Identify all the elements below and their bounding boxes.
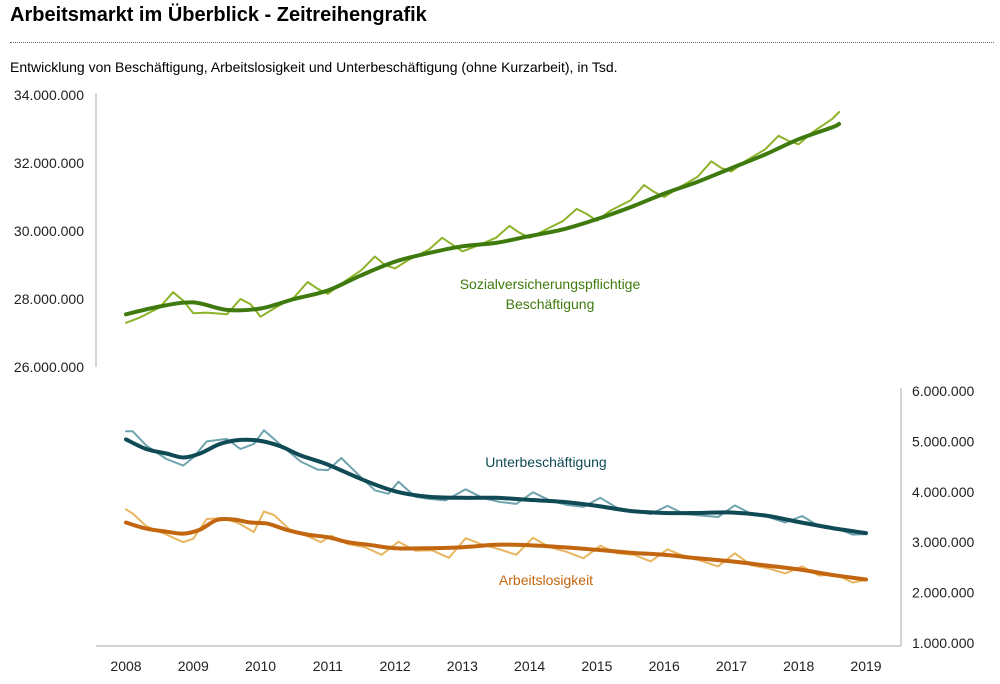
unemployment-series-label: Arbeitslosigkeit	[499, 572, 593, 588]
bottom-y-tick-label: 2.000.000	[912, 585, 974, 601]
x-tick-label: 2017	[716, 658, 747, 674]
x-tick-label: 2012	[380, 658, 411, 674]
x-tick-label: 2011	[313, 658, 343, 674]
bottom-y-tick-label: 6.000.000	[912, 383, 974, 399]
top-y-tick-label: 30.000.000	[14, 223, 84, 239]
top-y-tick-label: 26.000.000	[14, 359, 84, 375]
axes-layer: 26.000.000 28.000.000 30.000.000 32.000.000…	[14, 87, 975, 674]
bottom-y-tick-label: 3.000.000	[912, 534, 974, 550]
x-tick-label: 2015	[581, 658, 612, 674]
title-divider	[10, 42, 994, 43]
chart-title: Arbeitsmarkt im Überblick - Zeitreihengr…	[10, 4, 427, 26]
top-y-tick-label: 28.000.000	[14, 291, 84, 307]
chart-subtitle: Entwicklung von Beschäftigung, Arbeitslo…	[10, 59, 618, 75]
underemployment-series-label: Unterbeschäftigung	[485, 454, 606, 470]
series-layer	[124, 111, 868, 584]
x-tick-label: 2008	[110, 658, 141, 674]
bottom-y-tick-label: 5.000.000	[912, 433, 974, 449]
labels-layer: Sozialversicherungspflichtige Beschäftigu…	[460, 276, 641, 588]
underemployment-raw-line	[125, 429, 867, 536]
x-tick-label: 2019	[850, 658, 881, 674]
employment-series-label: Sozialversicherungspflichtige	[460, 276, 641, 292]
unemployment-trend-line	[124, 516, 868, 582]
x-tick-label: 2013	[447, 658, 478, 674]
x-tick-label: 2014	[514, 658, 545, 674]
employment-trend-line	[124, 121, 842, 317]
x-tick-label: 2018	[783, 658, 814, 674]
bottom-y-tick-label: 4.000.000	[912, 484, 974, 500]
top-y-tick-label: 32.000.000	[14, 155, 84, 171]
bottom-y-tick-label: 1.000.000	[912, 635, 974, 651]
x-tick-label: 2010	[245, 658, 276, 674]
top-y-tick-label: 34.000.000	[14, 87, 84, 103]
x-tick-label: 2009	[178, 658, 209, 674]
employment-series-label: Beschäftigung	[506, 296, 595, 312]
x-tick-label: 2016	[649, 658, 680, 674]
underemployment-trend-line	[124, 437, 868, 536]
unemployment-raw-line	[125, 508, 867, 584]
